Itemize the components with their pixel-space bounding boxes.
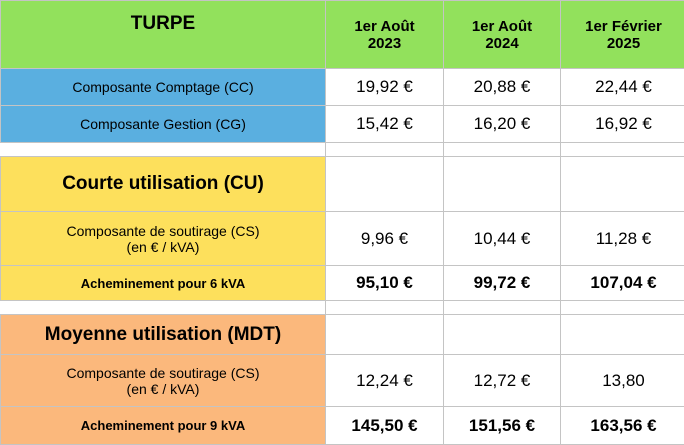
header-row: TURPE 1er Août 2023 1er Août 2024 1er Fé… xyxy=(1,1,684,69)
section-title: Moyenne utilisation (MDT) xyxy=(1,315,326,355)
row-label: Composante Gestion (CG) xyxy=(1,106,326,143)
row: Composante de soutirage (CS) (en € / kVA… xyxy=(1,355,684,407)
row-label: Acheminement pour 9 kVA xyxy=(1,407,326,445)
cell: 13,80 xyxy=(561,355,684,407)
cell: 107,04 € xyxy=(561,266,684,301)
column-header: 1er Août 2023 xyxy=(326,1,444,69)
cell: 12,24 € xyxy=(326,355,444,407)
cell: 9,96 € xyxy=(326,212,444,266)
cell: 11,28 € xyxy=(561,212,684,266)
cell: 163,56 € xyxy=(561,407,684,445)
cell: 20,88 € xyxy=(444,69,561,106)
section-row: Moyenne utilisation (MDT) xyxy=(1,315,684,355)
row: Composante de soutirage (CS) (en € / kVA… xyxy=(1,212,684,266)
cell: 16,92 € xyxy=(561,106,684,143)
cell: 12,72 € xyxy=(444,355,561,407)
cell: 22,44 € xyxy=(561,69,684,106)
row: Acheminement pour 9 kVA 145,50 € 151,56 … xyxy=(1,407,684,445)
row: Composante Gestion (CG) 15,42 € 16,20 € … xyxy=(1,106,684,143)
cell: 10,44 € xyxy=(444,212,561,266)
cell: 95,10 € xyxy=(326,266,444,301)
cell: 99,72 € xyxy=(444,266,561,301)
cell: 151,56 € xyxy=(444,407,561,445)
row: Acheminement pour 6 kVA 95,10 € 99,72 € … xyxy=(1,266,684,301)
section-title: Courte utilisation (CU) xyxy=(1,157,326,212)
cell: 16,20 € xyxy=(444,106,561,143)
row-label: Composante Comptage (CC) xyxy=(1,69,326,106)
column-header: 1er Février 2025 xyxy=(561,1,684,69)
column-header: 1er Août 2024 xyxy=(444,1,561,69)
section-row: Courte utilisation (CU) xyxy=(1,157,684,212)
spacer xyxy=(1,301,684,315)
cell: 145,50 € xyxy=(326,407,444,445)
row-label: Composante de soutirage (CS) (en € / kVA… xyxy=(1,212,326,266)
spacer xyxy=(1,143,684,157)
row-label: Composante de soutirage (CS) (en € / kVA… xyxy=(1,355,326,407)
title: TURPE xyxy=(1,1,326,69)
row: Composante Comptage (CC) 19,92 € 20,88 €… xyxy=(1,69,684,106)
cell: 19,92 € xyxy=(326,69,444,106)
row-label: Acheminement pour 6 kVA xyxy=(1,266,326,301)
cell: 15,42 € xyxy=(326,106,444,143)
